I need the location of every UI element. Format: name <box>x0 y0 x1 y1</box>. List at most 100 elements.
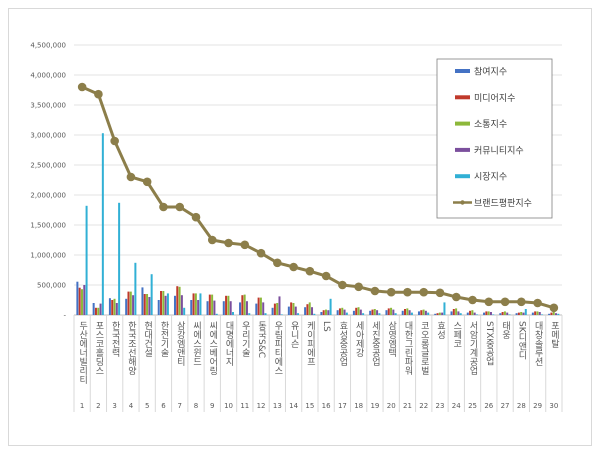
bar-시장지수-7 <box>183 307 186 315</box>
bar-커뮤니티지수-11 <box>245 301 248 315</box>
point-22 <box>419 287 429 297</box>
point-26 <box>484 297 494 307</box>
bar-커뮤니티지수-5 <box>148 297 151 315</box>
x-category-label: 현대건설 <box>142 321 152 357</box>
bar-참여지수-7 <box>173 295 176 315</box>
x-category-number: 9 <box>210 402 214 410</box>
x-category-label: 서암기계공업 <box>468 321 478 375</box>
point-9 <box>207 235 217 245</box>
point-25 <box>468 295 477 305</box>
point-18 <box>354 282 363 292</box>
bar-참여지수-11 <box>239 302 242 315</box>
bar-시장지수-15 <box>313 313 316 315</box>
legend-label: 커뮤니티지수 <box>474 145 524 156</box>
x-category-label: SK디앤디 <box>516 321 526 361</box>
bar-미디어지수-3 <box>111 300 114 315</box>
bar-커뮤니티지수-7 <box>180 295 183 315</box>
bar-미디어지수-18 <box>355 307 358 315</box>
bar-시장지수-21 <box>410 312 413 315</box>
point-16 <box>321 271 331 281</box>
bar-시장지수-14 <box>297 313 300 315</box>
bar-시장지수-27 <box>508 314 511 315</box>
y-tick-label: 1,500,000 <box>30 222 66 230</box>
x-category-number: 29 <box>533 402 542 410</box>
x-category-number: 23 <box>436 402 445 410</box>
bar-커뮤니티지수-24 <box>457 311 460 315</box>
bar-소통지수-18 <box>357 307 360 315</box>
x-category-label: 세진중공업 <box>370 321 380 366</box>
x-category-label: 씨에스윈드 <box>191 321 201 366</box>
point-23 <box>435 288 445 298</box>
bar-커뮤니티지수-16 <box>327 310 330 315</box>
y-tick-label: 2,500,000 <box>30 162 66 170</box>
x-category-label: 우림피티에스 <box>272 321 282 375</box>
x-category-label: 동국S&C <box>256 321 266 358</box>
bar-소통지수-11 <box>243 294 246 315</box>
point-29 <box>533 298 542 308</box>
bar-참여지수-4 <box>125 298 128 315</box>
bar-커뮤니티지수-14 <box>294 306 297 315</box>
bar-미디어지수-16 <box>322 310 325 315</box>
bar-미디어지수-8 <box>192 293 195 315</box>
bar-소통지수-24 <box>455 308 458 315</box>
bar-소통지수-3 <box>113 298 116 315</box>
y-tick-label: - <box>63 312 66 320</box>
bar-미디어지수-17 <box>338 308 341 315</box>
bar-시장지수-5 <box>150 274 153 315</box>
point-13 <box>273 258 282 268</box>
bar-참여지수-30 <box>548 313 551 315</box>
bar-커뮤니티지수-10 <box>229 301 232 315</box>
bar-소통지수-29 <box>536 311 539 315</box>
x-category-number: 22 <box>419 402 428 410</box>
bar-소통지수-28 <box>520 312 523 315</box>
x-category-number: 13 <box>273 402 282 410</box>
bar-소통지수-30 <box>552 311 555 315</box>
bar-참여지수-22 <box>417 311 420 315</box>
bar-미디어지수-27 <box>501 312 504 315</box>
bar-커뮤니티지수-17 <box>343 309 346 315</box>
bar-참여지수-21 <box>401 310 404 315</box>
point-20 <box>386 287 396 297</box>
bar-소통지수-19 <box>373 309 376 315</box>
x-category-number: 6 <box>161 402 166 410</box>
x-category-number: 30 <box>549 402 558 410</box>
point-11 <box>240 240 250 250</box>
bar-참여지수-9 <box>206 301 209 315</box>
legend <box>436 58 553 219</box>
x-category-label: 효성 <box>435 321 445 339</box>
x-category-label: 포스코홀딩스 <box>93 321 103 375</box>
bar-미디어지수-4 <box>127 291 130 315</box>
bar-커뮤니티지수-23 <box>441 312 444 315</box>
bar-소통지수-7 <box>178 286 181 315</box>
bar-소통지수-9 <box>211 294 214 315</box>
bar-커뮤니티지수-19 <box>376 310 379 315</box>
bar-참여지수-2 <box>92 303 95 315</box>
bar-커뮤니티지수-30 <box>555 313 558 315</box>
bar-시장지수-18 <box>362 313 365 315</box>
x-category-label: 유니슨 <box>289 321 299 348</box>
bar-미디어지수-29 <box>534 311 537 315</box>
bar-참여지수-29 <box>531 312 534 315</box>
x-category-label: 두산에너빌리티 <box>77 321 87 385</box>
x-category-number: 28 <box>517 402 526 410</box>
bar-시장지수-16 <box>329 298 332 315</box>
x-category-label: 코오롱글로벌 <box>419 321 429 375</box>
point-6 <box>159 202 168 212</box>
bar-커뮤니티지수-29 <box>538 312 541 315</box>
point-28 <box>517 297 526 307</box>
bar-미디어지수-30 <box>550 312 553 315</box>
bar-커뮤니티지수-25 <box>473 312 476 315</box>
x-category-label: STX중공업 <box>484 321 494 365</box>
point-21 <box>403 287 412 297</box>
x-category-number: 4 <box>129 402 134 410</box>
x-category-number: 21 <box>403 402 412 410</box>
x-category-label: 대명에너지 <box>224 321 234 367</box>
bar-소통지수-23 <box>438 312 441 315</box>
bar-참여지수-6 <box>157 300 160 315</box>
x-category-number: 1 <box>80 402 84 410</box>
bar-시장지수-12 <box>264 313 267 315</box>
bar-커뮤니티지수-18 <box>359 309 362 315</box>
bar-시장지수-28 <box>524 309 527 315</box>
bar-커뮤니티지수-1 <box>83 285 86 315</box>
